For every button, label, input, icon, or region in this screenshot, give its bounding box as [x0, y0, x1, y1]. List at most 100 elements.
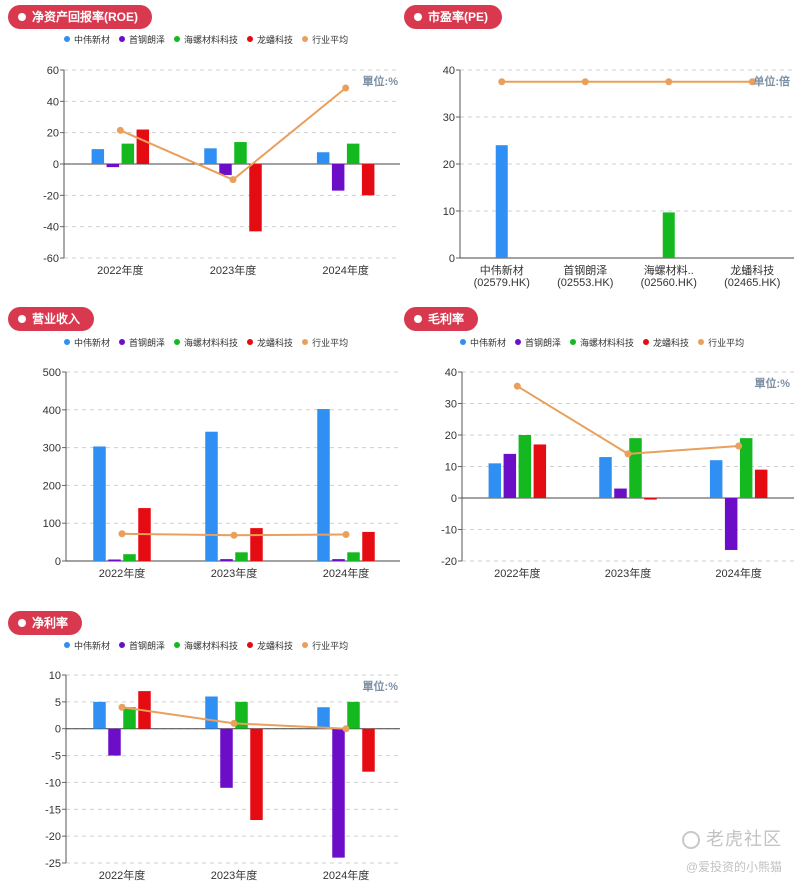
legend-swatch	[515, 339, 522, 345]
legend-swatch	[174, 339, 181, 345]
unit-label: 單位:%	[363, 679, 399, 693]
average-point	[230, 531, 238, 539]
revenue-title-badge[interactable]: 营业收入	[8, 307, 95, 331]
y-tick-label: -25	[45, 858, 61, 870]
x-tick-label: 2024年度	[323, 868, 369, 882]
bar	[347, 552, 360, 561]
y-tick-label: 40	[47, 96, 59, 108]
net-margin-panel: 净利率 中伟新材 首钢朗泽 海螺材料科技 龙蟠科技 行业平均 10 5 0 -5 -10 -15 -…	[0, 606, 400, 885]
legend-swatch	[64, 642, 70, 648]
x-tick-label: 龙蟠科技(02465.HK)	[724, 263, 780, 289]
bar	[204, 148, 217, 164]
watermark-user: @爱投资的小熊猫	[685, 860, 782, 874]
legend-item[interactable]: 行业平均	[698, 336, 744, 349]
badge-dot-icon	[18, 315, 26, 323]
bar	[614, 488, 627, 498]
legend-swatch	[119, 36, 126, 42]
legend-swatch	[64, 339, 70, 345]
legend-label: 行业平均	[708, 338, 745, 348]
x-tick-label-line: 龙蟠科技	[730, 263, 774, 277]
legend-item[interactable]: 龙蟠科技	[247, 336, 293, 349]
legend-item[interactable]: 中伟新材	[64, 336, 110, 349]
bar	[316, 152, 330, 164]
bar	[91, 149, 105, 164]
legend-item[interactable]: 行业平均	[302, 33, 348, 46]
pe-panel: 市盈率(PE) 40 30 20 10 0 中伟新材(02579.HK) 首钢朗泽(0255…	[398, 0, 796, 296]
unit-label: 单位:倍	[753, 74, 790, 88]
y-tick-label: -5	[51, 751, 61, 763]
legend-item[interactable]: 龙蟠科技	[247, 639, 293, 652]
legend-label: 中伟新材	[74, 35, 111, 45]
average-point	[230, 719, 238, 727]
legend-item[interactable]: 龙蟠科技	[247, 33, 293, 46]
average-point	[342, 725, 350, 733]
average-point	[118, 530, 126, 538]
legend-label: 行业平均	[312, 338, 349, 348]
legend-item[interactable]: 首钢朗泽	[119, 33, 165, 46]
y-tick-label: 10	[443, 206, 455, 218]
y-tick-label: 400	[43, 405, 61, 417]
y-tick-label: -20	[45, 831, 61, 843]
x-tick-label: 2023年度	[211, 566, 257, 580]
legend-item[interactable]: 首钢朗泽	[515, 336, 561, 349]
x-tick-label-line: 首钢朗泽	[563, 263, 607, 277]
x-tick-label: 海螺材料.. (02560.HK)	[641, 263, 697, 289]
legend-label: 海螺材料科技	[184, 338, 239, 348]
watermark-logo: 老虎社区	[682, 825, 782, 851]
roe-title-badge[interactable]: 净资产回报率(ROE)	[8, 5, 152, 29]
unit-label: 單位:%	[363, 74, 399, 88]
bar	[317, 707, 330, 729]
legend-swatch	[570, 339, 577, 345]
legend-item[interactable]: 中伟新材	[460, 336, 506, 349]
legend-item[interactable]: 首钢朗泽	[119, 336, 165, 349]
legend-item[interactable]: 首钢朗泽	[119, 639, 165, 652]
net-margin-title-badge[interactable]: 净利率	[8, 611, 83, 635]
y-tick-label: 300	[43, 443, 61, 455]
bar	[629, 438, 642, 498]
gross-margin-title-badge[interactable]: 毛利率	[404, 307, 479, 331]
bar	[93, 701, 106, 729]
pe-title-badge[interactable]: 市盈率(PE)	[404, 5, 503, 29]
legend-label: 海螺材料科技	[184, 641, 239, 651]
legend-item[interactable]: 中伟新材	[64, 639, 110, 652]
legend-label: 首钢朗泽	[525, 338, 562, 348]
legend-label: 首钢朗泽	[129, 35, 166, 45]
y-tick-label: -60	[43, 253, 59, 265]
legend-item[interactable]: 海螺材料科技	[174, 336, 238, 349]
bar	[121, 143, 135, 164]
legend-item[interactable]: 海螺材料科技	[174, 639, 238, 652]
y-tick-label: -40	[43, 222, 59, 234]
revenue-legend: 中伟新材 首钢朗泽 海螺材料科技 龙蟠科技 行业平均	[64, 336, 357, 348]
net-margin-legend: 中伟新材 首钢朗泽 海螺材料科技 龙蟠科技 行业平均	[64, 639, 357, 651]
legend-item[interactable]: 中伟新材	[64, 33, 110, 46]
legend-item[interactable]: 海螺材料科技	[174, 33, 238, 46]
x-tick-label-line: (02579.HK)	[474, 277, 530, 289]
bar	[518, 435, 532, 498]
bar	[362, 728, 375, 772]
legend-swatch	[698, 339, 705, 345]
legend-item[interactable]: 龙蟠科技	[643, 336, 689, 349]
bar	[503, 453, 517, 498]
bar	[235, 701, 248, 729]
bar	[108, 728, 121, 756]
y-tick-label: 40	[443, 65, 455, 77]
bar	[219, 164, 232, 175]
legend-label: 中伟新材	[74, 641, 111, 651]
legend-item[interactable]: 行业平均	[302, 336, 348, 349]
legend-swatch	[119, 339, 126, 345]
legend-item[interactable]: 海螺材料科技	[570, 336, 634, 349]
bar	[205, 431, 218, 561]
y-tick-label: 0	[55, 724, 61, 736]
legend-label: 海螺材料科技	[184, 35, 239, 45]
legend-item[interactable]: 行业平均	[302, 639, 348, 652]
average-point	[342, 84, 350, 92]
y-tick-label: 200	[43, 480, 61, 492]
average-point	[118, 703, 126, 711]
average-line	[516, 385, 739, 455]
tiger-logo-icon	[682, 831, 700, 849]
revenue-title: 营业收入	[32, 312, 81, 326]
gross-margin-title: 毛利率	[428, 312, 465, 326]
y-tick-label: 10	[445, 462, 457, 474]
legend-swatch	[174, 642, 181, 648]
bar	[599, 457, 612, 498]
